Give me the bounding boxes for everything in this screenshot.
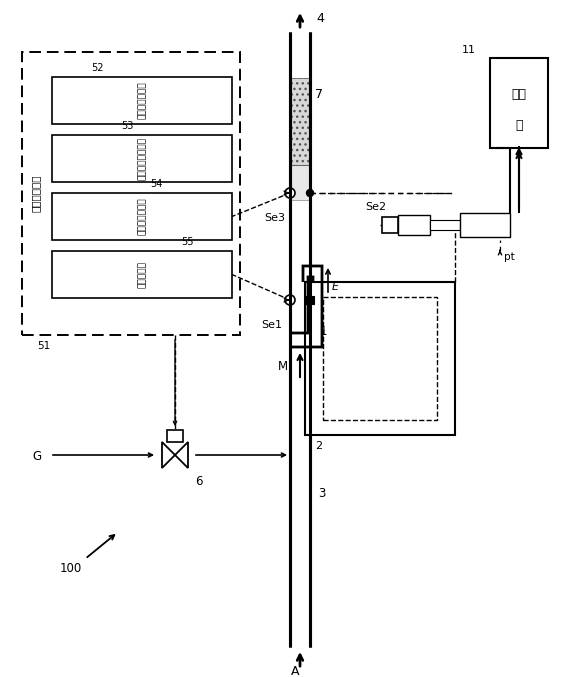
- Text: 4: 4: [316, 12, 324, 25]
- Text: A: A: [291, 665, 299, 677]
- Text: 51: 51: [37, 341, 50, 351]
- Bar: [430, 220, 460, 230]
- Text: 52: 52: [91, 63, 103, 73]
- Bar: [52, 135, 232, 182]
- Polygon shape: [162, 442, 175, 468]
- Text: 起動: 起動: [512, 87, 527, 100]
- Text: 燃焼温度設定部: 燃焼温度設定部: [137, 198, 147, 236]
- Bar: [305, 296, 314, 304]
- Text: 7: 7: [315, 88, 323, 101]
- Bar: [398, 215, 430, 235]
- Text: Se1: Se1: [262, 320, 282, 330]
- Circle shape: [285, 188, 295, 198]
- Bar: [167, 430, 183, 442]
- Text: 53: 53: [121, 121, 134, 131]
- Text: 100: 100: [60, 562, 82, 575]
- Text: E: E: [332, 282, 339, 292]
- Text: Se3: Se3: [264, 213, 286, 223]
- Bar: [22, 52, 240, 335]
- Bar: [460, 213, 510, 237]
- Text: エンジン制御部: エンジン制御部: [137, 82, 147, 119]
- Bar: [290, 78, 310, 165]
- Text: M: M: [278, 360, 288, 373]
- Polygon shape: [175, 442, 188, 468]
- Text: 55: 55: [181, 237, 193, 247]
- Text: 停止制御部: 停止制御部: [137, 261, 147, 288]
- Bar: [382, 217, 398, 233]
- Text: 54: 54: [150, 179, 163, 189]
- Text: 2: 2: [315, 441, 322, 451]
- Text: 制御ユニット: 制御ユニット: [31, 175, 41, 213]
- Bar: [52, 251, 232, 298]
- Text: 機: 機: [515, 119, 523, 132]
- Bar: [323, 297, 437, 420]
- Text: G: G: [32, 450, 41, 463]
- Bar: [490, 58, 548, 148]
- Text: 燃焼モード決定部: 燃焼モード決定部: [137, 137, 147, 180]
- Circle shape: [306, 190, 313, 196]
- Text: 3: 3: [318, 487, 325, 500]
- Text: 1: 1: [320, 325, 328, 338]
- Text: pt: pt: [504, 252, 515, 262]
- Bar: [52, 193, 232, 240]
- Bar: [290, 78, 310, 165]
- Bar: [290, 165, 310, 200]
- Circle shape: [285, 295, 295, 305]
- Text: 6: 6: [195, 475, 202, 488]
- Bar: [52, 77, 232, 124]
- Text: Se2: Se2: [365, 202, 386, 212]
- Text: 11: 11: [462, 45, 476, 55]
- Bar: [305, 282, 455, 435]
